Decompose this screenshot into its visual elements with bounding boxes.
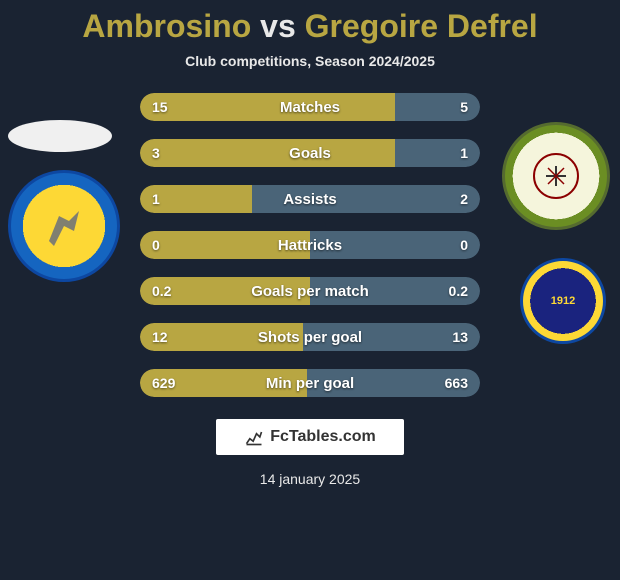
stat-row: 12 13 Shots per goal (140, 323, 480, 351)
vs-text: vs (260, 8, 296, 44)
player2-name: Gregoire Defrel (305, 8, 538, 44)
attribution-box: FcTables.com (0, 419, 620, 455)
stat-label: Assists (140, 185, 480, 213)
stat-label: Hattricks (140, 231, 480, 259)
stat-row: 1 2 Assists (140, 185, 480, 213)
stat-row: 3 1 Goals (140, 139, 480, 167)
player1-name: Ambrosino (82, 8, 251, 44)
stat-label: Goals per match (140, 277, 480, 305)
chart-icon (244, 427, 264, 447)
club-crest-a (502, 122, 610, 230)
stat-row: 0 0 Hattricks (140, 231, 480, 259)
stat-row: 0.2 0.2 Goals per match (140, 277, 480, 305)
fctables-text: FcTables.com (270, 428, 376, 446)
emblem-icon (526, 146, 586, 206)
frosinone-crest (8, 170, 120, 282)
date: 14 january 2025 (0, 471, 620, 487)
stat-row: 629 663 Min per goal (140, 369, 480, 397)
stat-row: 15 5 Matches (140, 93, 480, 121)
stat-label: Min per goal (140, 369, 480, 397)
subtitle: Club competitions, Season 2024/2025 (0, 53, 620, 69)
lion-icon (34, 196, 94, 256)
comparison-title: Ambrosino vs Gregoire Defrel (0, 0, 620, 45)
modena-crest: 1912 (520, 258, 606, 344)
stat-label: Goals (140, 139, 480, 167)
player-photo-placeholder (8, 120, 112, 152)
crest-year: 1912 (551, 295, 575, 307)
stat-label: Matches (140, 93, 480, 121)
fctables-logo: FcTables.com (216, 419, 404, 455)
stat-label: Shots per goal (140, 323, 480, 351)
